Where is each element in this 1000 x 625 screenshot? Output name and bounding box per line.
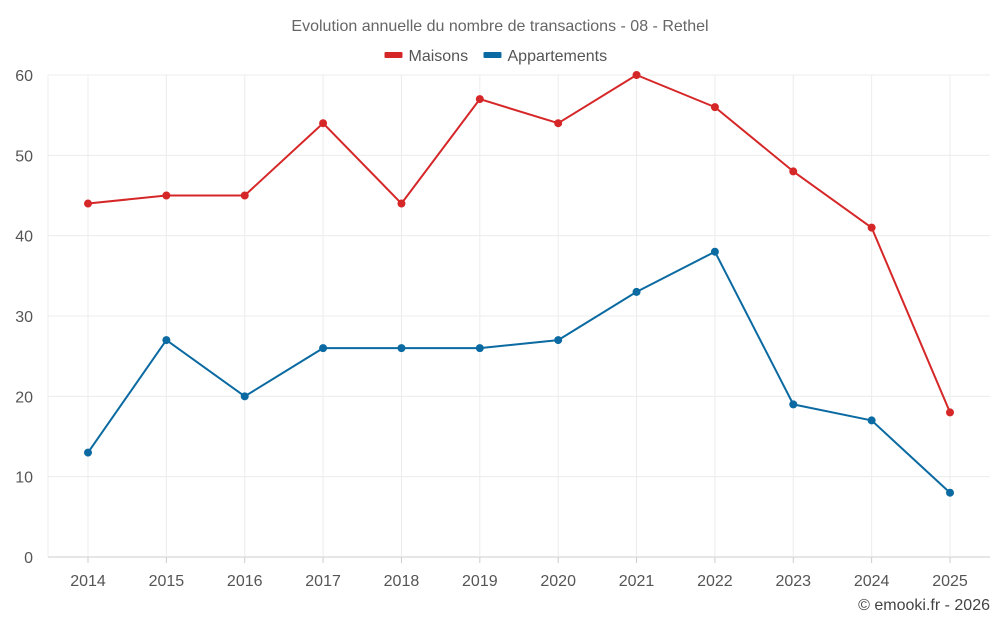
data-point[interactable]	[162, 336, 171, 345]
data-point[interactable]	[946, 488, 954, 497]
x-axis: 2014 2015 2016 2017 2018 2019 2020 2021 2022 2023…	[70, 557, 968, 590]
legend-item-appartements[interactable]: Appartements	[483, 48, 608, 65]
x-tick-label: 2014	[70, 573, 106, 590]
data-point[interactable]	[397, 199, 406, 208]
legend-label: Maisons	[409, 48, 469, 65]
credit-text: © emooki.fr - 2026	[858, 597, 990, 614]
data-point[interactable]	[319, 344, 328, 353]
series-line	[87, 250, 951, 494]
x-tick-label: 2025	[932, 573, 968, 590]
y-tick-label: 10	[15, 470, 33, 487]
data-point[interactable]	[710, 247, 719, 256]
chart-title: Evolution annuelle du nombre de transact…	[291, 18, 708, 35]
data-point[interactable]	[240, 392, 249, 401]
legend-label: Appartements	[508, 48, 608, 65]
x-tick-label: 2019	[462, 573, 498, 590]
data-point[interactable]	[397, 344, 406, 353]
data-point[interactable]	[475, 344, 484, 353]
y-tick-label: 0	[24, 550, 33, 567]
x-tick-label: 2022	[697, 573, 733, 590]
legend-swatch	[483, 52, 502, 58]
data-point[interactable]	[632, 71, 641, 79]
y-tick-label: 30	[15, 309, 33, 326]
x-tick-label: 2015	[149, 573, 185, 590]
data-point[interactable]	[789, 167, 798, 176]
legend: Maisons Appartements	[384, 48, 608, 65]
data-point[interactable]	[554, 336, 563, 345]
legend-swatch	[384, 52, 403, 58]
data-point[interactable]	[789, 400, 798, 409]
x-tick-label: 2023	[775, 573, 811, 590]
x-tick-label: 2021	[619, 573, 655, 590]
data-point[interactable]	[710, 103, 719, 112]
y-tick-label: 20	[15, 389, 33, 406]
y-axis: 0 10 20 30 40 50 60	[15, 68, 33, 567]
series-appartements	[84, 247, 954, 497]
x-tick-label: 2017	[305, 573, 341, 590]
y-tick-label: 50	[15, 148, 33, 165]
series-group	[84, 71, 954, 497]
grid	[47, 74, 990, 558]
data-point[interactable]	[867, 416, 876, 425]
data-point[interactable]	[162, 191, 171, 200]
data-point[interactable]	[475, 95, 484, 104]
y-tick-label: 40	[15, 229, 33, 246]
data-point[interactable]	[84, 448, 92, 457]
data-point[interactable]	[867, 223, 876, 232]
series-maisons	[84, 71, 954, 417]
legend-item-maisons[interactable]: Maisons	[384, 48, 469, 65]
data-point[interactable]	[554, 119, 563, 128]
y-tick-label: 60	[15, 68, 33, 85]
x-tick-label: 2020	[540, 573, 576, 590]
data-point[interactable]	[319, 119, 328, 128]
x-tick-label: 2018	[384, 573, 420, 590]
data-point[interactable]	[946, 408, 954, 417]
data-point[interactable]	[240, 191, 249, 200]
x-tick-label: 2016	[227, 573, 263, 590]
x-tick-label: 2024	[854, 573, 890, 590]
data-point[interactable]	[632, 287, 641, 296]
data-point[interactable]	[84, 199, 92, 208]
series-line	[87, 74, 951, 413]
